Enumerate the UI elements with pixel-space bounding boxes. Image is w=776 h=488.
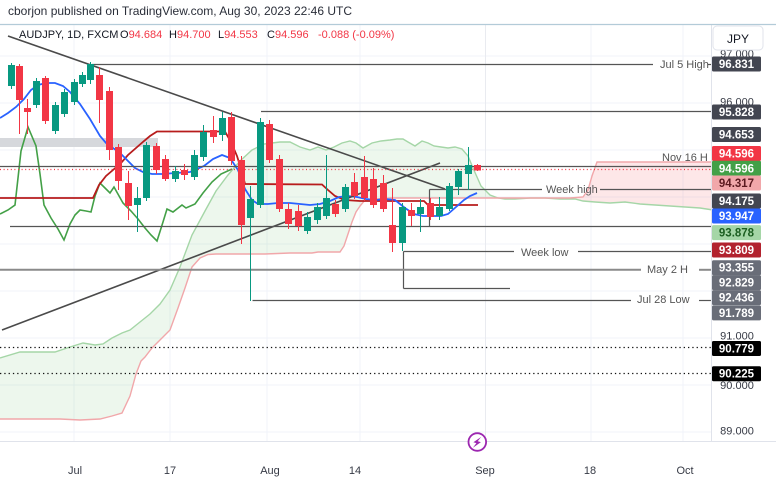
svg-text:L94.553: L94.553 <box>218 29 258 41</box>
svg-text:Oct: Oct <box>676 465 693 477</box>
svg-text:91.789: 91.789 <box>719 308 754 320</box>
svg-text:90.779: 90.779 <box>719 344 754 356</box>
svg-text:17: 17 <box>164 465 176 477</box>
svg-text:93.355: 93.355 <box>719 263 755 275</box>
svg-text:91.000: 91.000 <box>720 331 754 343</box>
svg-text:Week high: Week high <box>546 184 598 196</box>
svg-text:Sep: Sep <box>475 465 495 477</box>
svg-text:JPY: JPY <box>727 32 749 46</box>
svg-text:90.225: 90.225 <box>719 369 755 381</box>
svg-text:94.317: 94.317 <box>719 178 754 190</box>
svg-text:93.809: 93.809 <box>719 245 754 257</box>
svg-text:94.175: 94.175 <box>719 196 755 208</box>
svg-text:94.653: 94.653 <box>719 130 754 142</box>
svg-text:93.878: 93.878 <box>719 228 755 240</box>
svg-text:14: 14 <box>349 465 361 477</box>
svg-text:90.000: 90.000 <box>720 380 754 392</box>
svg-text:Jul 5 High: Jul 5 High <box>660 59 709 71</box>
svg-text:94.596: 94.596 <box>719 163 754 175</box>
svg-text:96.831: 96.831 <box>719 59 755 71</box>
svg-text:18: 18 <box>584 465 596 477</box>
svg-text:92.436: 92.436 <box>719 293 754 305</box>
svg-text:O94.684: O94.684 <box>120 29 162 41</box>
svg-text:H94.700: H94.700 <box>169 29 211 41</box>
svg-text:Jul: Jul <box>68 465 82 477</box>
svg-text:cborjon published on TradingVi: cborjon published on TradingView.com, Au… <box>8 4 352 18</box>
svg-text:92.829: 92.829 <box>719 278 754 290</box>
svg-text:May 2 H: May 2 H <box>647 264 688 276</box>
svg-text:AUDJPY, 1D, FXCM: AUDJPY, 1D, FXCM <box>19 29 118 41</box>
svg-text:89.000: 89.000 <box>720 426 754 438</box>
svg-text:-0.088 (-0.09%): -0.088 (-0.09%) <box>318 29 394 41</box>
svg-text:Nov 16 H: Nov 16 H <box>662 152 708 164</box>
svg-text:Week low: Week low <box>521 247 569 259</box>
svg-text:93.947: 93.947 <box>719 211 754 223</box>
svg-text:Aug: Aug <box>260 465 280 477</box>
svg-text:Jul 28 Low: Jul 28 Low <box>637 294 690 306</box>
svg-text:C94.596: C94.596 <box>267 29 309 41</box>
svg-text:95.828: 95.828 <box>719 107 755 119</box>
svg-text:94.596: 94.596 <box>719 149 754 161</box>
